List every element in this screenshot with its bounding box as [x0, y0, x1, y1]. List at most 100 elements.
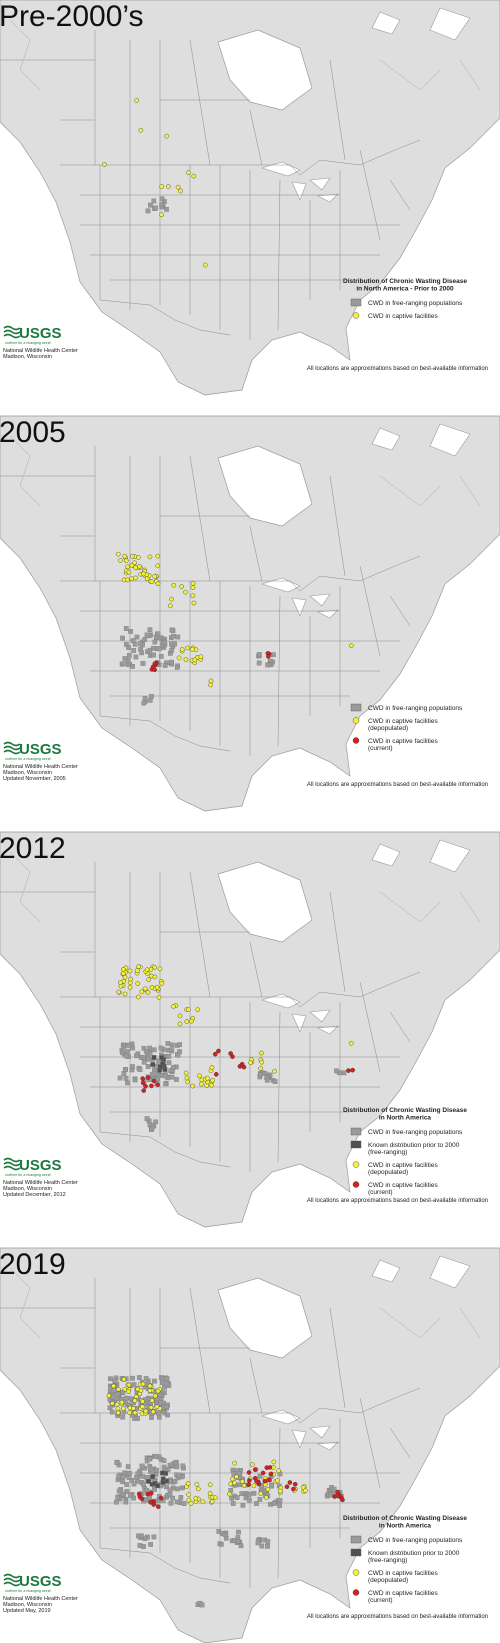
- facility: [111, 1383, 116, 1389]
- facility: [147, 554, 153, 560]
- facility: [204, 1075, 210, 1081]
- county: [130, 1375, 135, 1381]
- county: [163, 1081, 168, 1087]
- county: [169, 647, 175, 653]
- county: [141, 1055, 146, 1060]
- facility: [149, 985, 155, 990]
- county: [265, 1543, 270, 1549]
- facility: [165, 184, 171, 189]
- county: [169, 627, 175, 633]
- facility: [188, 1501, 194, 1506]
- county: [264, 1077, 270, 1083]
- legend-label: CWD in free-ranging populations: [368, 1129, 463, 1136]
- facility: [150, 1409, 156, 1415]
- facility: [207, 1490, 213, 1496]
- legend-label-line: (depopulated): [368, 1169, 408, 1176]
- county: [236, 1529, 241, 1535]
- facility: [133, 1394, 139, 1399]
- facility: [140, 1080, 146, 1086]
- legend-label-line: CWD in free-ranging populations: [368, 1537, 463, 1544]
- county: [134, 1053, 139, 1059]
- county: [149, 1415, 154, 1420]
- county: [107, 1405, 113, 1411]
- county: [149, 1072, 155, 1077]
- facility: [267, 1465, 273, 1470]
- county: [153, 1453, 159, 1459]
- county: [277, 1503, 283, 1508]
- facility: [197, 1073, 202, 1079]
- county: [123, 1499, 129, 1505]
- county: [125, 1080, 130, 1086]
- legend-label-line: CWD in captive facilities: [368, 738, 438, 745]
- legend-label-line: (current): [368, 745, 393, 752]
- county: [144, 632, 150, 638]
- county: [257, 1473, 263, 1479]
- facility: [149, 579, 155, 584]
- facility: [267, 1477, 272, 1483]
- logo-text: USGS: [19, 1573, 62, 1590]
- facility: [194, 1481, 200, 1487]
- county: [120, 1491, 126, 1497]
- facility: [154, 984, 160, 990]
- facility: [346, 1068, 351, 1073]
- county: [145, 208, 151, 214]
- county: [150, 1474, 156, 1479]
- county: [166, 1060, 172, 1065]
- county: [149, 694, 154, 699]
- legend-title: Distribution of Chronic Wasting Disease i…: [343, 1107, 467, 1122]
- facility: [189, 1018, 194, 1024]
- county: [334, 1068, 339, 1074]
- disclaimer: All locations are approximations based o…: [307, 782, 488, 788]
- facility: [349, 643, 354, 649]
- county: [143, 1376, 149, 1381]
- facility: [258, 1491, 264, 1496]
- facility: [152, 1393, 158, 1399]
- facility: [123, 558, 129, 563]
- county: [129, 1412, 135, 1418]
- county: [235, 1535, 241, 1540]
- facility: [202, 262, 208, 268]
- legend-label-line: (current): [368, 1597, 393, 1604]
- county: [153, 205, 158, 211]
- facility: [140, 1399, 145, 1404]
- facility: [195, 1007, 200, 1012]
- legend-swatch: [352, 1569, 360, 1576]
- county: [141, 1045, 147, 1051]
- county: [174, 1499, 180, 1505]
- facility: [259, 1059, 265, 1065]
- facility: [191, 600, 197, 606]
- facility: [246, 1482, 252, 1487]
- county: [139, 1533, 144, 1539]
- facility: [234, 1474, 239, 1480]
- county: [124, 1489, 130, 1494]
- facility: [154, 1404, 160, 1410]
- county: [131, 1495, 136, 1501]
- facility: [185, 1481, 191, 1486]
- county: [256, 660, 262, 666]
- county: [148, 1466, 154, 1472]
- facility: [228, 1051, 233, 1056]
- facility: [129, 576, 135, 582]
- legend-label: CWD in free-ranging populations: [368, 300, 463, 307]
- legend-label-line: CWD in captive facilities: [368, 313, 438, 320]
- county: [122, 1470, 128, 1476]
- facility: [198, 654, 204, 660]
- county: [158, 654, 164, 659]
- facility: [158, 1495, 164, 1501]
- facility: [210, 1077, 215, 1083]
- county: [231, 1471, 237, 1477]
- facility: [137, 564, 142, 569]
- facility: [143, 1408, 149, 1414]
- facility: [118, 558, 123, 563]
- legend-title: Distribution of Chronic Wasting Disease i…: [343, 278, 467, 293]
- county: [125, 662, 131, 667]
- facility: [263, 1495, 269, 1500]
- county: [164, 1376, 170, 1381]
- county: [117, 1075, 123, 1081]
- facility: [193, 1495, 199, 1501]
- county: [141, 700, 147, 706]
- county: [115, 1494, 121, 1500]
- facility: [185, 1079, 190, 1085]
- legend-title: Distribution of Chronic Wasting Disease i…: [343, 1515, 467, 1530]
